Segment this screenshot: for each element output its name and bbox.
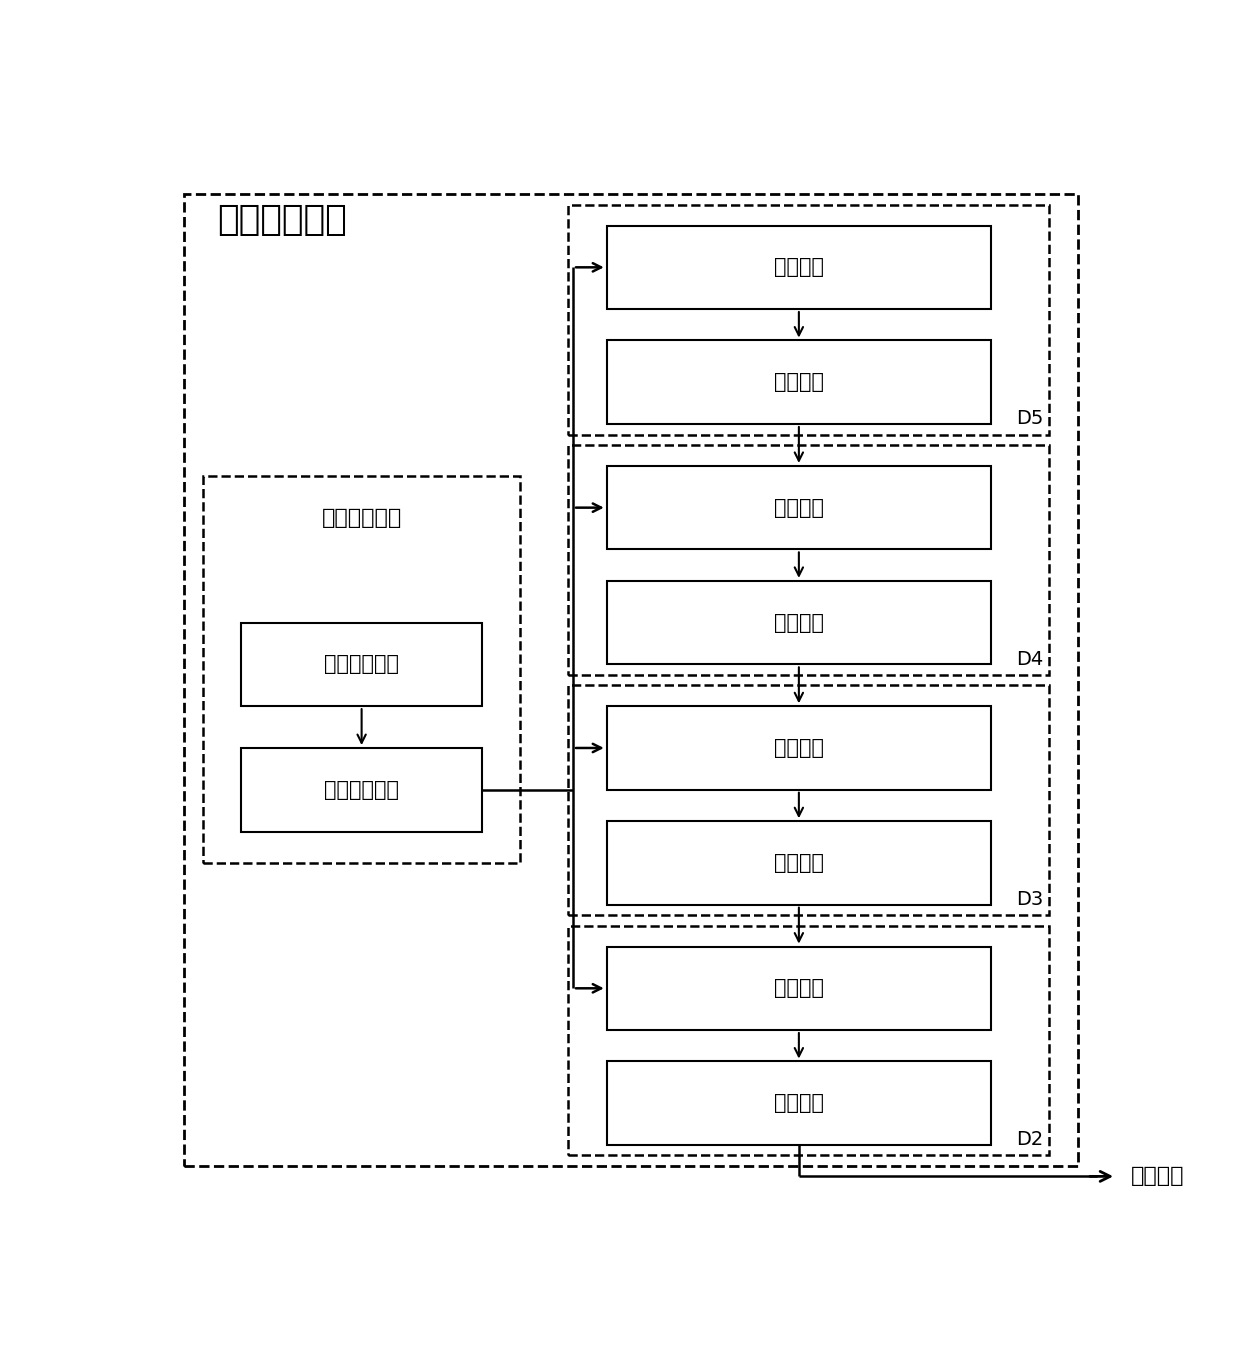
Text: 特征提取单元: 特征提取单元 [321,508,402,528]
Bar [203,476,521,863]
Text: 目标检测模型: 目标检测模型 [217,204,347,237]
Bar [568,445,1049,674]
Text: D5: D5 [1016,410,1043,429]
Bar [606,581,991,665]
Bar [242,748,481,832]
Bar [242,623,481,706]
Text: 预测模块: 预测模块 [774,978,823,999]
Text: 预测模块: 预测模块 [774,258,823,277]
Text: D2: D2 [1016,1130,1043,1149]
Text: 调整模块: 调整模块 [774,372,823,392]
Text: 特征融合模块: 特征融合模块 [324,780,399,799]
Text: 输出结果: 输出结果 [1131,1167,1184,1186]
Text: 预测模块: 预测模块 [774,498,823,517]
Text: 预测模块: 预测模块 [774,738,823,759]
Bar [606,225,991,309]
Bar [606,821,991,905]
Bar [606,1061,991,1145]
Text: 调整模块: 调整模块 [774,1094,823,1113]
Bar [606,947,991,1030]
Bar [568,685,1049,915]
Bar [606,465,991,550]
Bar [568,205,1049,434]
Bar [606,706,991,790]
Bar [568,925,1049,1155]
Text: 调整模块: 调整模块 [774,854,823,873]
Text: 调整模块: 调整模块 [774,612,823,632]
Text: D3: D3 [1016,890,1043,909]
Bar [606,341,991,423]
Text: 特征提取模块: 特征提取模块 [324,654,399,674]
Text: D4: D4 [1016,650,1043,669]
